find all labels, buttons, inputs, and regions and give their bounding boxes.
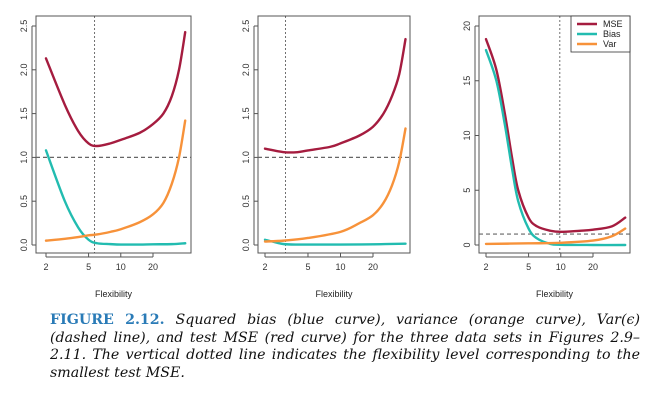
bias-curve bbox=[44, 149, 187, 246]
var-curve bbox=[263, 127, 407, 243]
y-tick-label: 0.5 bbox=[241, 195, 251, 208]
y-tick-label: 5 bbox=[462, 188, 472, 193]
plot-frame bbox=[35, 15, 192, 254]
var-curve bbox=[484, 227, 627, 246]
x-tick-label: 10 bbox=[116, 262, 126, 272]
y-tick-label: 2.0 bbox=[241, 64, 251, 77]
plot-frame bbox=[478, 15, 631, 254]
y-tick-label: 2.0 bbox=[19, 64, 29, 77]
x-tick-label: 5 bbox=[526, 262, 531, 272]
mse-curve bbox=[263, 37, 407, 154]
x-tick-label: 5 bbox=[305, 262, 310, 272]
x-axis-label: Flexibility bbox=[95, 289, 133, 299]
var-curve bbox=[44, 119, 187, 242]
bias-curve bbox=[263, 238, 407, 246]
y-tick-label: 0 bbox=[462, 242, 472, 247]
plot-frame bbox=[257, 15, 411, 254]
bias-curve bbox=[484, 48, 627, 247]
y-tick-label: 20 bbox=[462, 21, 472, 31]
x-tick-label: 10 bbox=[556, 262, 566, 272]
figure-label: FIGURE 2.12. bbox=[50, 312, 165, 328]
x-tick-label: 20 bbox=[368, 262, 378, 272]
x-axis-label: Flexibility bbox=[315, 289, 353, 299]
panel-2: 0.0 0.5 1.0 1.5 2.0 2.5 2 5 10 20 Flexibility bbox=[241, 15, 411, 299]
x-tick-label: 2 bbox=[43, 262, 48, 272]
x-tick-label: 5 bbox=[86, 262, 91, 272]
y-tick-label: 1.5 bbox=[19, 107, 29, 120]
x-axis-label: Flexibility bbox=[536, 289, 574, 299]
y-tick-label: 1.0 bbox=[241, 151, 251, 164]
y-tick-label: 1.0 bbox=[19, 151, 29, 164]
x-tick-label: 2 bbox=[262, 262, 267, 272]
y-tick-label: 0.0 bbox=[241, 239, 251, 252]
y-tick-label: 15 bbox=[462, 76, 472, 86]
mse-curve bbox=[44, 30, 187, 148]
y-tick-label: 2.5 bbox=[241, 20, 251, 33]
panel-1: 0.0 0.5 1.0 1.5 2.0 2.5 2 5 10 20 Flexibility bbox=[19, 15, 192, 299]
figure-caption: FIGURE 2.12. Squared bias (blue curve), … bbox=[50, 312, 640, 382]
y-tick-label: 10 bbox=[462, 130, 472, 140]
y-tick-label: 1.5 bbox=[241, 107, 251, 120]
legend-label-mse: MSE bbox=[603, 19, 623, 29]
x-tick-label: 10 bbox=[335, 262, 345, 272]
legend-label-bias: Bias bbox=[603, 29, 621, 39]
y-tick-label: 2.5 bbox=[19, 20, 29, 33]
x-tick-label: 20 bbox=[148, 262, 158, 272]
legend-label-var: Var bbox=[603, 39, 616, 49]
x-tick-label: 20 bbox=[588, 262, 598, 272]
y-tick-label: 0.5 bbox=[19, 195, 29, 208]
caption-text: Squared bias (blue curve), variance (ora… bbox=[50, 312, 640, 381]
bias-variance-figure: 0.00.51.01.52.02.52 5 10 20Flexibility0.00.… bbox=[19, 15, 631, 299]
y-tick-label: 0.0 bbox=[19, 239, 29, 252]
x-tick-label: 2 bbox=[483, 262, 488, 272]
mse-curve bbox=[484, 37, 627, 234]
